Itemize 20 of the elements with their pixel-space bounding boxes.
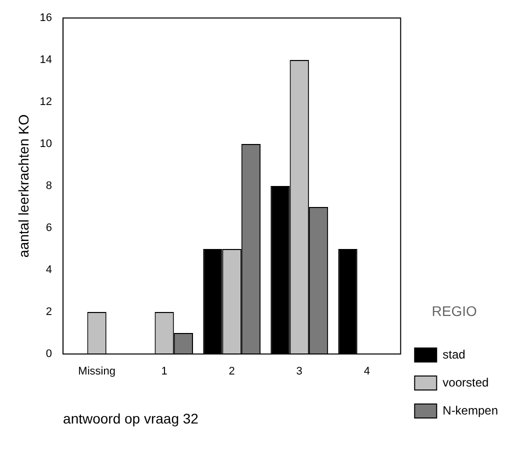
x-tick-label: Missing [78,366,116,378]
legend-label: N-kempen [442,403,498,418]
y-tick-label: 8 [46,180,52,192]
legend-label: stad [442,347,466,362]
y-tick-label: 12 [40,96,52,108]
x-tick-label: 4 [364,366,370,378]
y-tick-label: 6 [46,222,52,234]
y-tick-label: 16 [40,12,52,24]
x-tick-label: 2 [228,366,235,378]
legend-title: REGIO [432,303,477,320]
legend-label: voorsted [442,375,489,390]
y-tick-label: 14 [40,54,52,66]
x-axis-title: antwoord op vraag 32 [63,410,199,426]
y-tick-label: 4 [46,264,52,276]
y-tick-label: 10 [40,138,52,150]
x-tick-label: 1 [161,366,168,378]
y-tick-label: 0 [46,348,52,360]
y-axis-title: aantal leerkrachten KO [15,114,32,258]
y-tick-label: 2 [46,306,52,318]
x-tick-label: 3 [296,366,302,378]
